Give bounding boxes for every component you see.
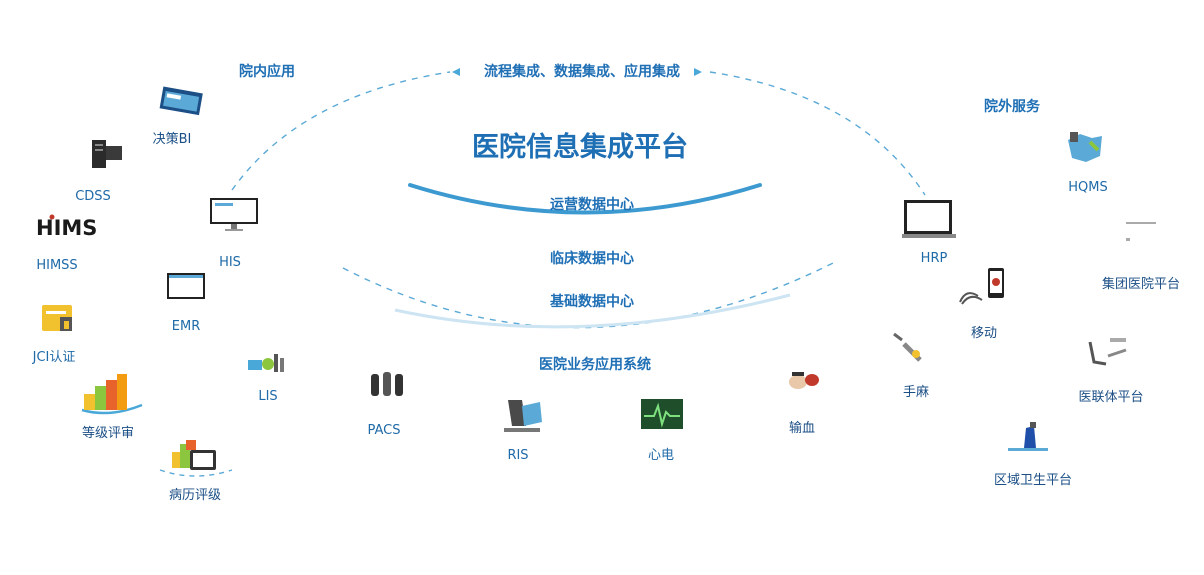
arrow-right-icon: [694, 68, 702, 76]
top-left-dashed-arc: [231, 71, 451, 191]
node-himss-label: HIMSS: [36, 258, 78, 273]
svg-text:HIMSS: HIMSS: [36, 216, 96, 240]
data-center-clinical: 临床数据中心: [550, 251, 634, 267]
section-inner-label: 院内应用: [239, 64, 295, 80]
node-anesthesia-label: 手麻: [902, 385, 930, 400]
data-center-basic: 基础数据中心: [550, 294, 634, 310]
grade-underline: [81, 403, 143, 415]
top-right-dashed-arc: [709, 71, 926, 196]
node-jci-label: JCI认证: [32, 350, 76, 365]
arrow-left-icon: [452, 68, 460, 76]
node-blood-label: 输血: [788, 421, 816, 436]
lower-dashed-arc: [342, 261, 836, 329]
node-group-label: 集团医院平台: [1101, 277, 1181, 292]
platform-arc: [408, 183, 762, 215]
node-his-label: HIS: [219, 255, 241, 270]
node-ecg-label: 心电: [647, 448, 675, 463]
data-center-operations: 运营数据中心: [550, 197, 634, 213]
node-alliance-label: 医联体平台: [1078, 390, 1144, 405]
node-grade-label: 等级评审: [81, 426, 135, 441]
section-business-label: 医院业务应用系统: [539, 357, 651, 373]
node-mobile-label: 移动: [970, 326, 998, 341]
node-ris-label: RIS: [507, 448, 529, 463]
node-hrp-label: HRP: [920, 251, 948, 266]
section-outer-label: 院外服务: [984, 99, 1040, 115]
node-emr-grade-label: 病历评级: [168, 488, 222, 503]
node-emr-label: EMR: [171, 319, 201, 334]
node-regional-label: 区域卫生平台: [993, 473, 1073, 488]
integration-label: 流程集成、数据集成、应用集成: [484, 64, 680, 80]
node-pacs-label: PACS: [367, 423, 401, 438]
node-lis-label: LIS: [258, 389, 278, 404]
node-bi-label: 决策BI: [152, 132, 192, 147]
lower-arc-glow: [394, 293, 791, 329]
platform-title: 医院信息集成平台: [472, 132, 688, 163]
node-cdss-label: CDSS: [75, 189, 111, 204]
node-hqms-label: HQMS: [1068, 180, 1108, 195]
